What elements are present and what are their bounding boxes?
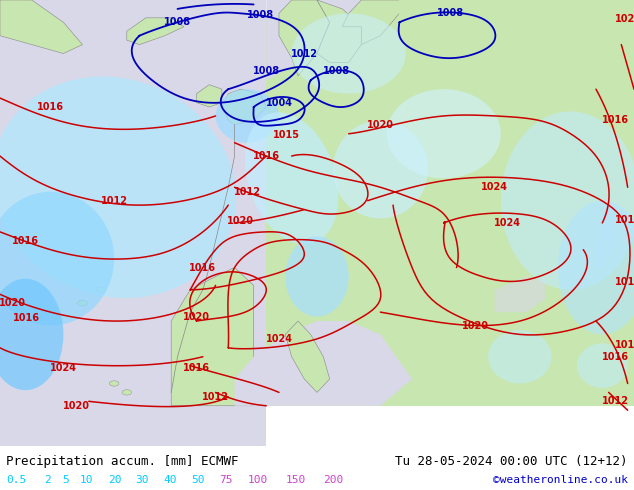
Text: 1024: 1024 (481, 182, 508, 192)
Ellipse shape (292, 13, 406, 94)
FancyBboxPatch shape (235, 13, 634, 406)
Text: 1016: 1016 (602, 115, 628, 125)
Text: 1016: 1016 (12, 236, 39, 246)
Text: 5: 5 (62, 475, 69, 485)
Text: 1016: 1016 (615, 215, 634, 225)
Text: 1024: 1024 (494, 218, 521, 228)
Text: 1020: 1020 (63, 401, 89, 411)
Text: Precipitation accum. [mm] ECMWF: Precipitation accum. [mm] ECMWF (6, 455, 239, 468)
Polygon shape (171, 268, 254, 406)
Text: 1008: 1008 (437, 8, 463, 19)
Text: 1012: 1012 (291, 49, 318, 58)
Polygon shape (197, 85, 222, 107)
Text: 50: 50 (191, 475, 205, 485)
Text: 1016: 1016 (183, 363, 210, 373)
Text: 1012: 1012 (615, 340, 634, 350)
Ellipse shape (0, 76, 236, 298)
Text: 1020: 1020 (0, 298, 26, 308)
Text: 1024: 1024 (50, 363, 77, 373)
Text: 2: 2 (44, 475, 51, 485)
Text: ©weatheronline.co.uk: ©weatheronline.co.uk (493, 475, 628, 485)
Ellipse shape (488, 330, 552, 384)
Text: 20: 20 (108, 475, 121, 485)
Text: 1008: 1008 (323, 66, 349, 76)
Ellipse shape (245, 112, 339, 245)
Text: 30: 30 (136, 475, 149, 485)
Ellipse shape (501, 112, 634, 290)
Text: 1008: 1008 (164, 17, 191, 27)
Polygon shape (317, 0, 361, 62)
Ellipse shape (285, 236, 349, 317)
Text: 1020: 1020 (228, 216, 254, 226)
Text: 150: 150 (285, 475, 306, 485)
Ellipse shape (0, 192, 114, 325)
Text: 75: 75 (219, 475, 233, 485)
Ellipse shape (333, 121, 428, 219)
Polygon shape (266, 0, 393, 80)
Polygon shape (222, 89, 266, 125)
Text: 1008: 1008 (253, 66, 280, 76)
Polygon shape (495, 276, 545, 312)
Polygon shape (285, 321, 330, 392)
Polygon shape (0, 0, 82, 53)
Text: 1020: 1020 (183, 312, 210, 321)
Text: 40: 40 (164, 475, 177, 485)
Text: 1012: 1012 (615, 277, 634, 287)
Polygon shape (596, 201, 615, 268)
Text: 1020: 1020 (462, 320, 489, 331)
Text: 1016: 1016 (13, 313, 40, 323)
Text: 1016: 1016 (253, 151, 280, 161)
Text: 1012: 1012 (202, 392, 229, 402)
Text: 1004: 1004 (266, 98, 292, 108)
Ellipse shape (78, 300, 87, 306)
Ellipse shape (577, 343, 628, 388)
Text: 1020: 1020 (367, 120, 394, 130)
Text: 1016: 1016 (190, 263, 216, 272)
Text: 1015: 1015 (273, 130, 300, 140)
Text: 0.5: 0.5 (6, 475, 27, 485)
Polygon shape (279, 0, 330, 76)
Text: 1012: 1012 (602, 396, 628, 406)
Ellipse shape (387, 89, 501, 178)
Text: 1012: 1012 (234, 187, 261, 197)
Text: 1016: 1016 (37, 102, 64, 112)
Ellipse shape (122, 390, 132, 395)
Text: 1016: 1016 (602, 352, 628, 362)
Ellipse shape (96, 287, 106, 293)
Ellipse shape (558, 201, 634, 335)
Polygon shape (235, 321, 412, 406)
Polygon shape (127, 18, 184, 45)
Text: 1008: 1008 (247, 10, 275, 20)
Ellipse shape (0, 279, 63, 390)
FancyBboxPatch shape (399, 0, 634, 53)
Text: 10: 10 (80, 475, 93, 485)
Text: 1012: 1012 (101, 196, 127, 206)
Text: 200: 200 (323, 475, 344, 485)
Text: Tu 28-05-2024 00:00 UTC (12+12): Tu 28-05-2024 00:00 UTC (12+12) (395, 455, 628, 468)
Text: 100: 100 (247, 475, 268, 485)
Polygon shape (342, 0, 412, 45)
Ellipse shape (216, 89, 279, 143)
Text: 1024: 1024 (266, 334, 292, 344)
FancyBboxPatch shape (0, 0, 266, 446)
Ellipse shape (109, 381, 119, 386)
Text: 1020: 1020 (615, 14, 634, 24)
